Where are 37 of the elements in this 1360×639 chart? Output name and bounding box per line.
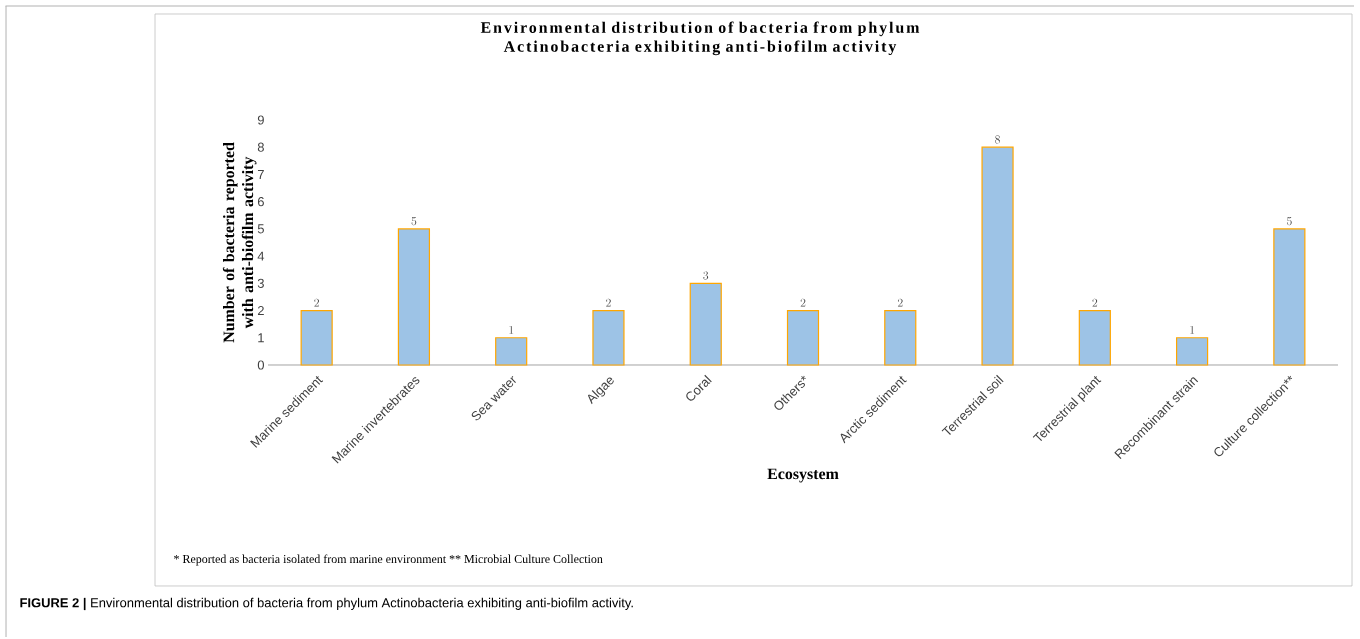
data-label: 2: [314, 298, 319, 307]
data-label: 2: [1092, 298, 1098, 307]
data-label: 2: [606, 298, 611, 307]
bar: [981, 146, 1014, 366]
data-label: 3: [703, 271, 709, 280]
y-tick-label: 3: [257, 278, 264, 288]
bar: [1273, 228, 1306, 366]
bar: [1078, 309, 1111, 366]
y-tick-label: 5: [257, 224, 264, 234]
y-tick-label: 1: [258, 333, 264, 343]
bar: [397, 228, 431, 366]
data-label: 1: [1190, 325, 1195, 334]
data-label: 5: [1287, 217, 1292, 226]
data-label: 8: [995, 135, 1000, 144]
y-axis-title: Number of bacteria reported with anti-biofilm activity: [222, 142, 257, 343]
x-axis-title: Ecosystem: [767, 468, 839, 483]
data-label: 2: [800, 298, 806, 307]
y-tick-label: 6: [257, 197, 264, 207]
bar: [689, 282, 722, 366]
y-tick-label: 2: [257, 306, 264, 316]
bar: [592, 309, 625, 366]
bar: [300, 309, 333, 366]
y-tick-label: 4: [257, 251, 265, 261]
data-label: 5: [411, 217, 417, 226]
y-tick-label: 7: [257, 169, 264, 179]
bar: [1176, 337, 1209, 366]
bar: [495, 337, 528, 366]
y-tick-label: 8: [257, 142, 264, 152]
bar: [786, 309, 820, 366]
y-tick-label: 0: [257, 360, 264, 370]
data-label: 2: [897, 298, 903, 307]
y-tick-label: 9: [257, 115, 264, 125]
data-label: 1: [509, 325, 514, 334]
chart-title: Environmental distribution of bacteria from phylum Actinobacteria exhibiting anti-biofilm activity: [480, 21, 920, 56]
text: * Reported as bacteria isolated from marine environment ** Microbial Culture Collection: [174, 554, 603, 566]
text: FIGURE 2 | Environmental distribution of bacteria from phylum Actinobacteria exhibiting anti-biofilm activity.: [20, 597, 633, 611]
bar: [884, 309, 917, 366]
